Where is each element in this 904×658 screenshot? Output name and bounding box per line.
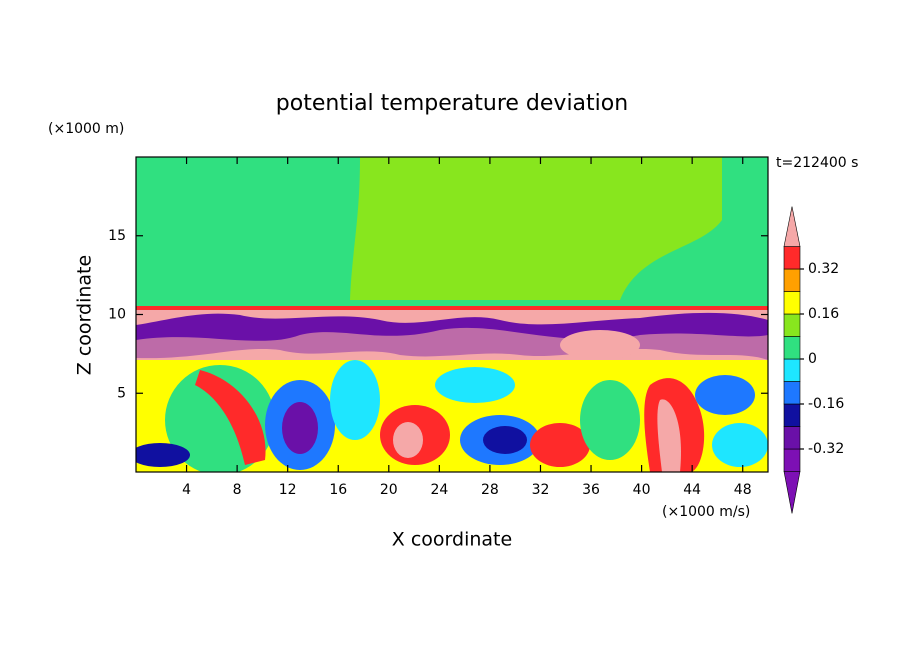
x-tick-label: 48	[734, 482, 752, 498]
colorbar-bin	[783, 358, 801, 382]
colorbar-tick-label: 0	[808, 351, 817, 367]
colorbar-bin	[783, 426, 801, 450]
y-tick-label: 15	[108, 228, 126, 244]
chart-title: potential temperature deviation	[276, 91, 628, 116]
x-tick-label: 16	[329, 482, 347, 498]
colorbar-bin	[783, 291, 801, 315]
colorbar-extend-high	[783, 206, 801, 247]
contour-field	[136, 157, 768, 472]
colorbar-bin	[783, 336, 801, 360]
x-tick-label: 44	[683, 482, 701, 498]
colorbar-tick-label: -0.32	[808, 441, 844, 457]
colorbar-tick-label: 0.32	[808, 261, 839, 277]
colorbar-bin	[783, 448, 801, 472]
y-tick-label: 10	[108, 307, 126, 323]
colorbar-bin	[783, 246, 801, 270]
colorbar-extend-low	[783, 471, 801, 514]
y-unit: (×1000 m)	[48, 121, 124, 137]
x-tick-label: 12	[279, 482, 297, 498]
x-unit: (×1000 m/s)	[662, 504, 750, 520]
x-tick-label: 20	[380, 482, 398, 498]
x-tick-label: 36	[582, 482, 600, 498]
colorbar-bin	[783, 403, 801, 427]
y-tick-label: 5	[117, 385, 126, 401]
colorbar-bin	[783, 268, 801, 292]
x-tick-label: 40	[633, 482, 651, 498]
colorbar-tick-label: 0.16	[808, 306, 839, 322]
x-tick-label: 4	[182, 482, 191, 498]
y-axis-label: Z coordinate	[74, 255, 96, 375]
colorbar-tick-label: -0.16	[808, 396, 844, 412]
x-tick-label: 32	[532, 482, 550, 498]
x-axis-label: X coordinate	[392, 529, 512, 551]
colorbar-bin	[783, 313, 801, 337]
x-tick-label: 28	[481, 482, 499, 498]
colorbar-bin	[783, 381, 801, 405]
x-tick-label: 24	[430, 482, 448, 498]
x-tick-label: 8	[233, 482, 242, 498]
time-label: t=212400 s	[776, 155, 858, 171]
